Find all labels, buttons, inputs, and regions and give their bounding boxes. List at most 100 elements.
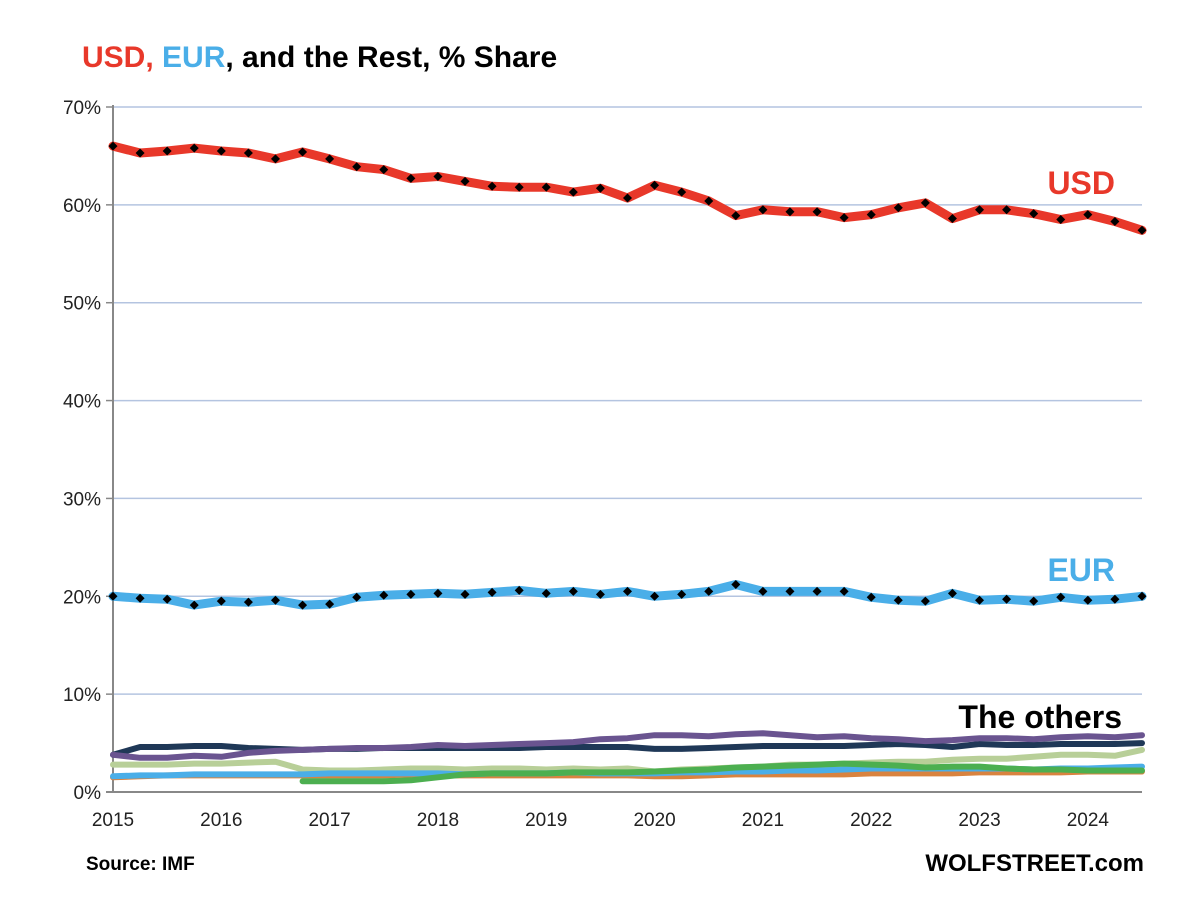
data-point-marker [162, 146, 172, 156]
data-point-marker [379, 590, 389, 600]
data-point-marker [352, 162, 362, 172]
x-tick-label: 2022 [850, 810, 892, 831]
data-point-marker [406, 589, 416, 599]
data-point-marker [975, 595, 985, 605]
data-point-marker [379, 165, 389, 175]
data-point-marker [325, 154, 335, 164]
y-tick-label: 60% [63, 196, 101, 217]
series-lines [108, 141, 1147, 785]
y-tick-label: 70% [63, 98, 101, 119]
data-point-marker [189, 143, 199, 153]
title-part-eur: EUR [154, 41, 226, 74]
series-line-7 [299, 760, 1145, 785]
data-point-marker [433, 588, 443, 598]
data-point-marker [1056, 592, 1066, 602]
x-tick-label: 2020 [633, 810, 675, 831]
data-point-marker [731, 580, 741, 590]
data-point-marker [704, 586, 714, 596]
data-point-marker [487, 587, 497, 597]
data-point-marker [298, 147, 308, 157]
data-point-marker [758, 205, 768, 215]
data-point-marker [731, 211, 741, 221]
x-tick-label: 2019 [525, 810, 567, 831]
data-point-marker [514, 585, 524, 595]
title-part-rest: , and the Rest, % Share [225, 41, 557, 74]
data-point-marker [1110, 594, 1120, 604]
data-point-marker [947, 588, 957, 598]
data-point-marker [1137, 225, 1147, 235]
y-tick-label: 0% [74, 783, 102, 804]
gridlines [113, 106, 1142, 695]
data-point-marker [839, 213, 849, 223]
x-tick-label: 2015 [92, 810, 134, 831]
data-point-marker [108, 141, 118, 151]
data-point-marker [216, 146, 226, 156]
data-point-marker [1029, 209, 1039, 219]
data-point-marker [893, 203, 903, 213]
data-point-marker [406, 173, 416, 183]
x-tick-label: 2018 [417, 810, 459, 831]
data-point-marker [270, 154, 280, 164]
data-point-marker [487, 181, 497, 191]
data-point-marker [1056, 215, 1066, 225]
data-point-marker [243, 597, 253, 607]
y-axis: 0% 10% 20% 30% 40% 50% 60% 70% [63, 98, 114, 804]
data-point-marker [975, 205, 985, 215]
data-point-marker [677, 589, 687, 599]
title-part-usd: USD, [82, 41, 154, 74]
data-point-marker [541, 588, 551, 598]
data-point-marker [568, 586, 578, 596]
source-label: Source: IMF [86, 854, 195, 875]
data-point-marker [623, 586, 632, 596]
data-point-marker [162, 594, 172, 604]
data-point-marker [893, 595, 903, 605]
data-point-marker [1002, 594, 1012, 604]
series-line-4 [110, 746, 1145, 775]
annotation-usd: USD [1047, 165, 1115, 201]
data-point-marker [595, 183, 605, 193]
data-point-marker [866, 210, 876, 220]
data-point-marker [541, 182, 551, 192]
x-axis: 2015 2016 2017 2018 2019 2020 2021 2022 2023 2024 [92, 791, 1142, 831]
data-point-marker [785, 586, 795, 596]
data-point-marker [595, 589, 605, 599]
y-tick-label: 50% [63, 294, 101, 315]
data-point-marker [758, 586, 768, 596]
data-point-marker [189, 600, 199, 610]
data-point-marker [216, 596, 226, 606]
data-point-marker [920, 198, 930, 208]
data-point-marker [1002, 205, 1012, 215]
x-tick-label: 2023 [958, 810, 1000, 831]
chart-title: USD, EUR, and the Rest, % Share [82, 41, 557, 74]
data-point-marker [1083, 595, 1093, 605]
x-tick-label: 2016 [200, 810, 242, 831]
data-point-marker [920, 596, 930, 606]
data-point-marker [433, 171, 443, 181]
y-tick-label: 30% [63, 489, 101, 510]
x-tick-label: 2021 [742, 810, 784, 831]
data-point-marker [1110, 216, 1120, 226]
x-tick-label: 2017 [308, 810, 350, 831]
data-point-marker [785, 207, 795, 217]
data-point-marker [460, 589, 470, 599]
data-point-marker [839, 586, 849, 596]
series-line-0 [108, 141, 1147, 235]
data-point-marker [1083, 210, 1093, 220]
data-point-marker [704, 196, 714, 206]
y-tick-label: 40% [63, 392, 101, 413]
annotation-eur: EUR [1047, 552, 1115, 588]
data-point-marker [514, 182, 524, 192]
annotation-others: The others [958, 699, 1122, 735]
data-point-marker [108, 591, 118, 601]
data-point-marker [243, 148, 253, 158]
data-point-marker [812, 207, 822, 217]
y-tick-label: 10% [63, 685, 101, 706]
data-point-marker [270, 595, 280, 605]
data-point-marker [650, 180, 660, 190]
data-point-marker [1029, 596, 1039, 606]
data-point-marker [135, 148, 145, 158]
data-point-marker [677, 187, 687, 197]
data-point-marker [325, 599, 335, 609]
data-point-marker [460, 176, 470, 186]
